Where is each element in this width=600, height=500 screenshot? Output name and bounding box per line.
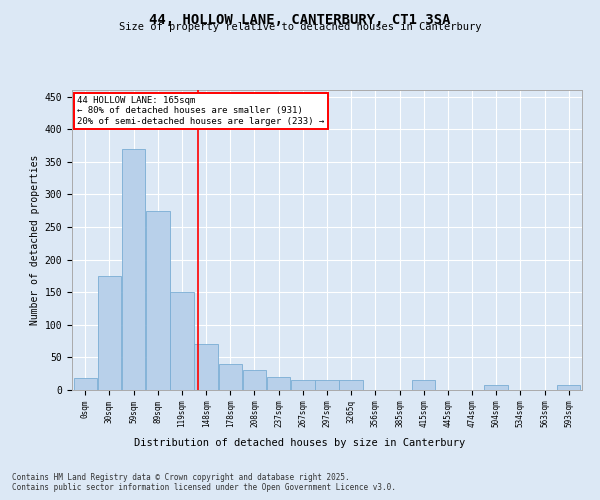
Bar — [484, 385, 508, 390]
Bar — [218, 364, 242, 390]
Bar — [146, 210, 170, 390]
Bar — [243, 370, 266, 390]
Bar — [557, 385, 580, 390]
Bar — [315, 380, 339, 390]
Bar — [291, 380, 314, 390]
Text: Distribution of detached houses by size in Canterbury: Distribution of detached houses by size … — [134, 438, 466, 448]
Bar — [194, 344, 218, 390]
Bar — [98, 276, 121, 390]
Bar — [122, 148, 145, 390]
Text: Contains HM Land Registry data © Crown copyright and database right 2025.: Contains HM Land Registry data © Crown c… — [12, 472, 350, 482]
Bar — [170, 292, 194, 390]
Bar — [412, 380, 436, 390]
Text: Contains public sector information licensed under the Open Government Licence v3: Contains public sector information licen… — [12, 482, 396, 492]
Bar — [267, 377, 290, 390]
Text: 44 HOLLOW LANE: 165sqm
← 80% of detached houses are smaller (931)
20% of semi-de: 44 HOLLOW LANE: 165sqm ← 80% of detached… — [77, 96, 325, 126]
Text: Size of property relative to detached houses in Canterbury: Size of property relative to detached ho… — [119, 22, 481, 32]
Text: 44, HOLLOW LANE, CANTERBURY, CT1 3SA: 44, HOLLOW LANE, CANTERBURY, CT1 3SA — [149, 12, 451, 26]
Bar — [340, 380, 363, 390]
Y-axis label: Number of detached properties: Number of detached properties — [31, 155, 40, 325]
Bar — [74, 378, 97, 390]
